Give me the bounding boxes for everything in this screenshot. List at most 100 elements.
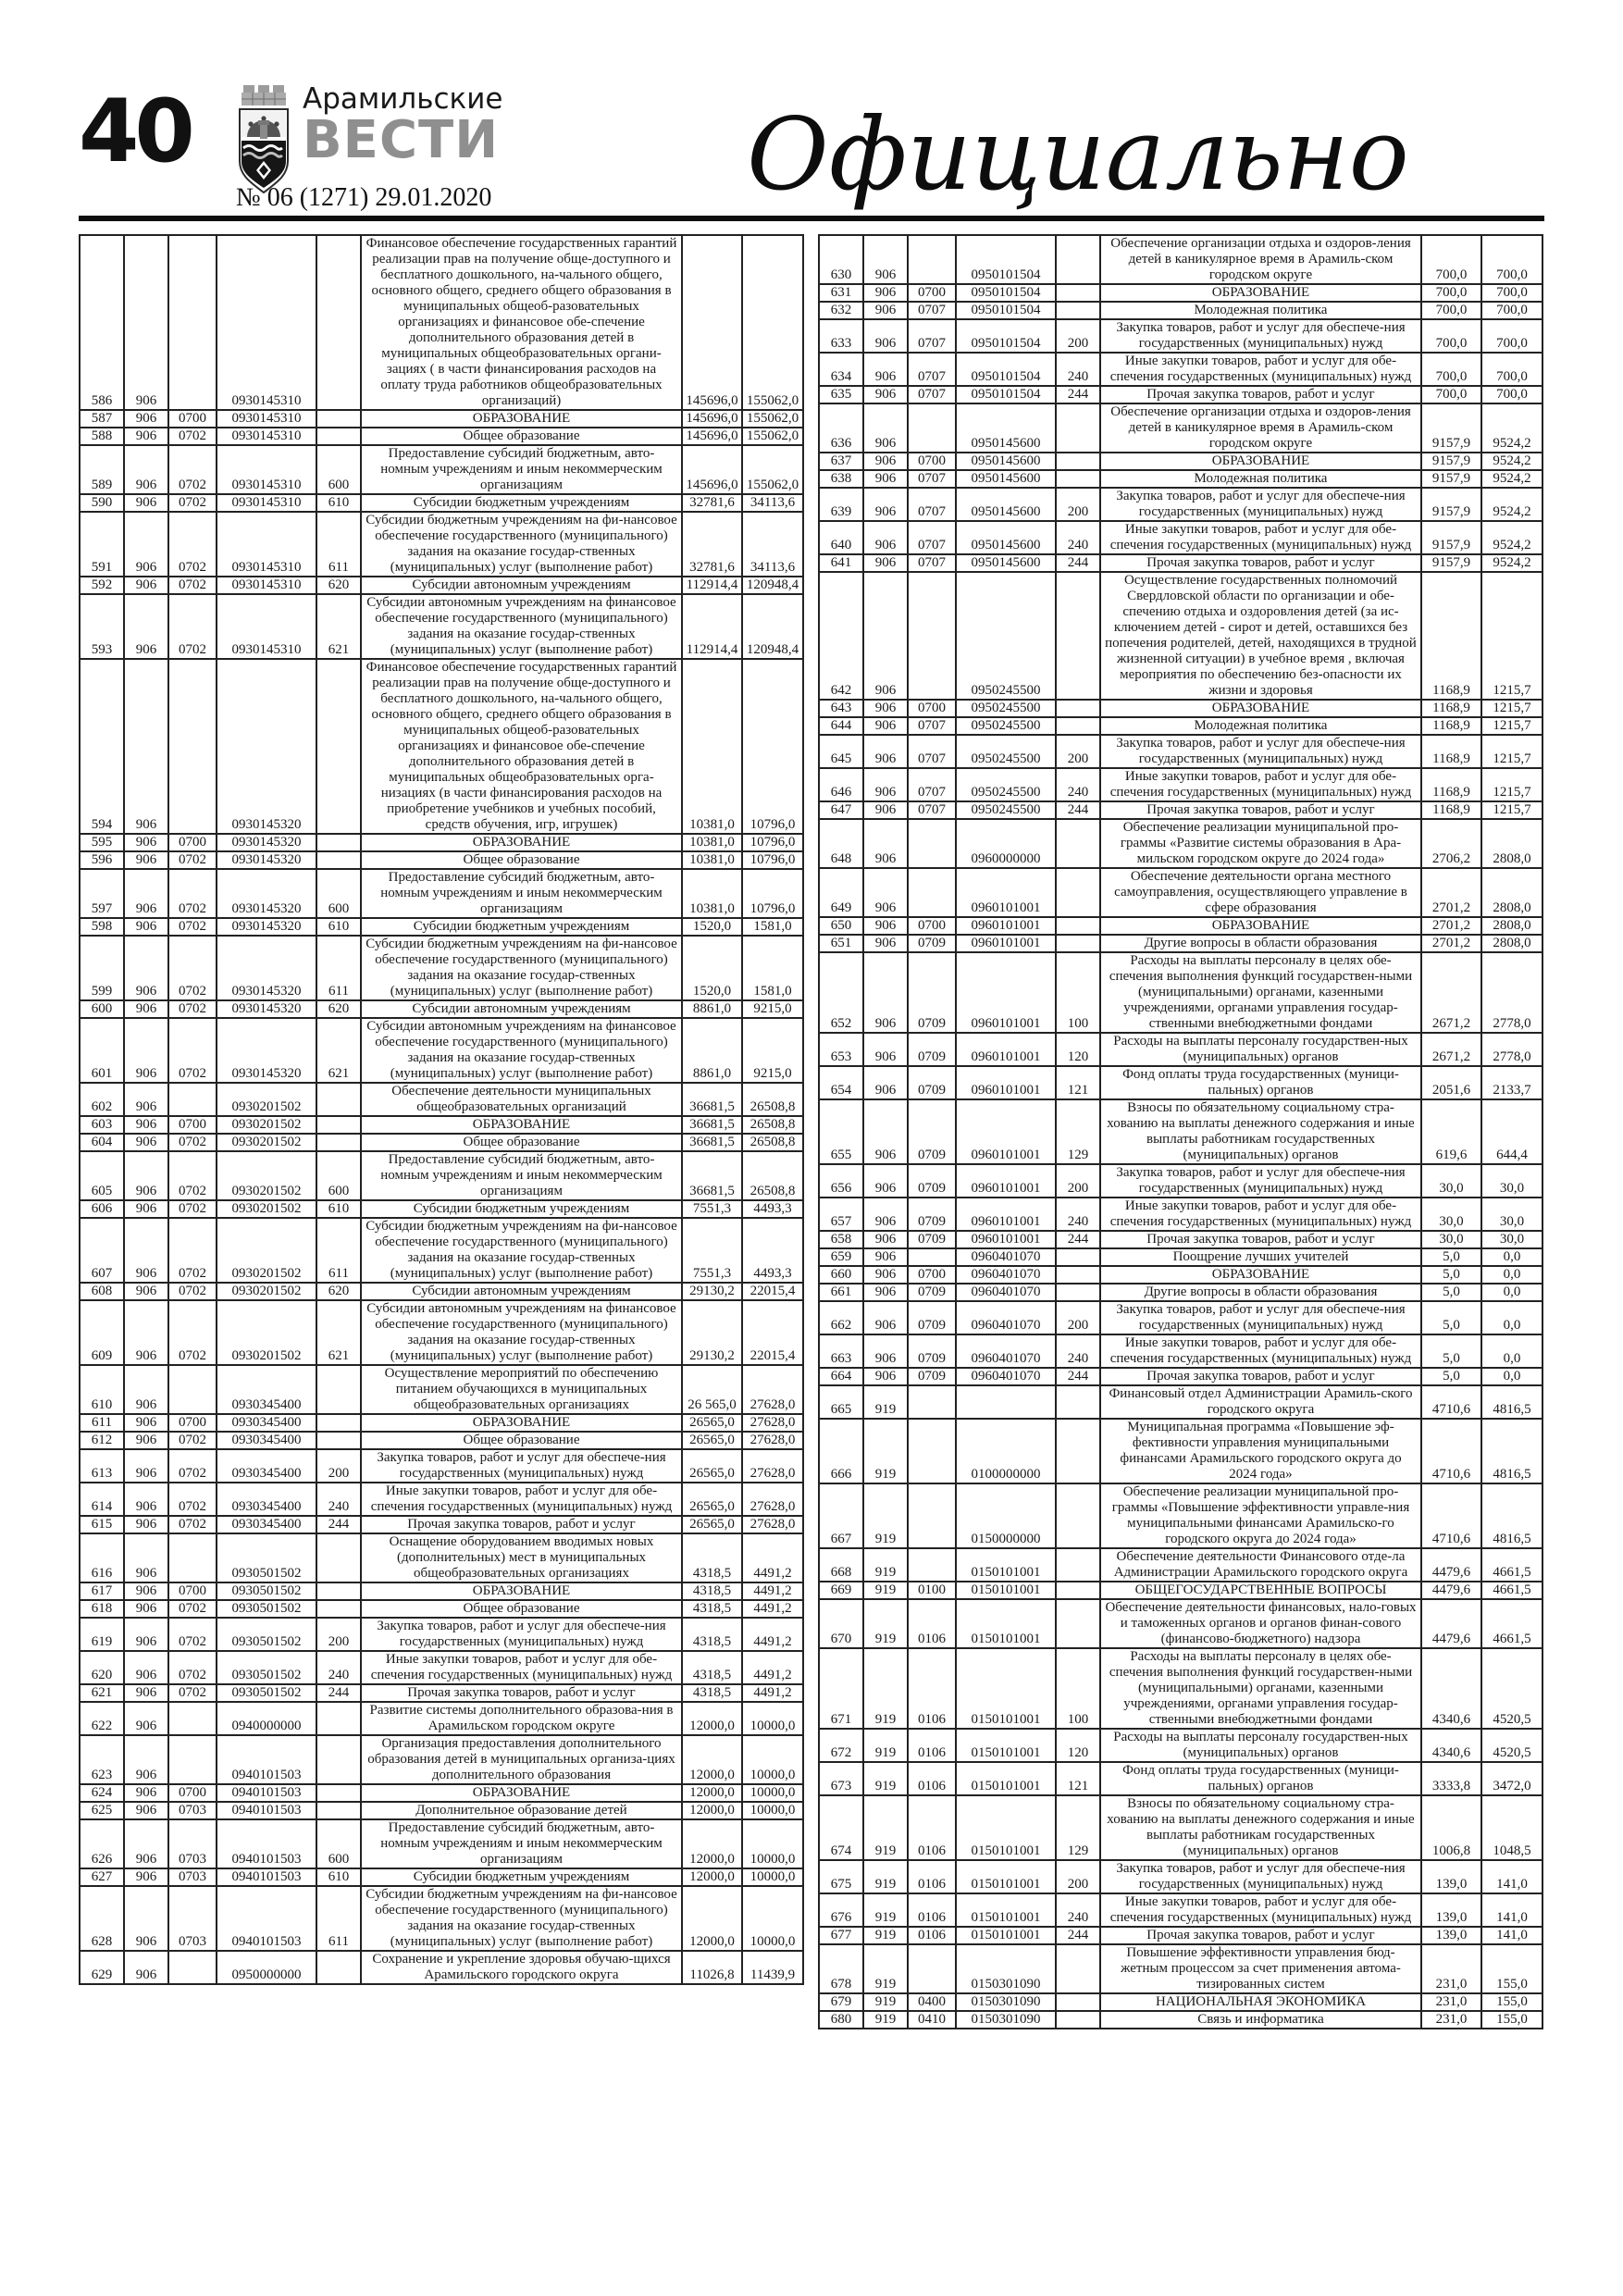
line-number-cell: 625 bbox=[79, 1801, 125, 1820]
line-number-cell: 670 bbox=[818, 1598, 864, 1649]
expense-type-cell: 621 bbox=[316, 1299, 362, 1366]
expense-type-cell: 244 bbox=[316, 1515, 362, 1534]
name-cell: Субсидии бюджетным учреждениям на фи-нан… bbox=[360, 1885, 683, 1952]
target-article-cell: 0950145600 bbox=[955, 553, 1057, 573]
adm-code-cell: 906 bbox=[123, 1431, 169, 1450]
expense-type-cell: 129 bbox=[1055, 1098, 1101, 1165]
amount-col2-cell: 26508,8 bbox=[741, 1115, 804, 1135]
expense-type-cell: 611 bbox=[316, 1885, 362, 1952]
section-code-cell: 0700 bbox=[167, 1413, 217, 1433]
amount-col2-cell: 700,0 bbox=[1481, 283, 1543, 303]
amount-col1-cell: 700,0 bbox=[1420, 385, 1482, 404]
name-cell: Иные закупки товаров, работ и услуг для … bbox=[1099, 1893, 1422, 1928]
table-row: 647 906 0707 0950245500 244 Прочая закупка то… bbox=[818, 800, 1543, 820]
amount-col2-cell: 10000,0 bbox=[741, 1783, 804, 1803]
amount-col2-cell: 0,0 bbox=[1481, 1300, 1543, 1335]
amount-col2-cell: 27628,0 bbox=[741, 1413, 804, 1433]
line-number-cell: 597 bbox=[79, 868, 125, 919]
expense-type-cell bbox=[1055, 1265, 1101, 1285]
table-row: 593 906 0702 0930145310 621 Субсидии автономн… bbox=[79, 593, 804, 660]
amount-col1-cell: 29130,2 bbox=[681, 1282, 743, 1301]
amount-col2-cell: 10000,0 bbox=[741, 1885, 804, 1952]
target-article-cell: 0930345400 bbox=[216, 1413, 317, 1433]
amount-col2-cell: 22015,4 bbox=[741, 1282, 804, 1301]
line-number-cell: 660 bbox=[818, 1265, 864, 1285]
target-article-cell: 0930201502 bbox=[216, 1133, 317, 1152]
adm-code-cell: 906 bbox=[123, 1701, 169, 1736]
amount-col1-cell: 145696,0 bbox=[681, 427, 743, 446]
name-cell: Субсидии бюджетным учреждениям bbox=[360, 1199, 683, 1219]
table-row: 668 919 0150101001 Обеспечение деятельности… bbox=[818, 1547, 1543, 1582]
line-number-cell: 613 bbox=[79, 1448, 125, 1483]
name-cell: Другие вопросы в области образования bbox=[1099, 1283, 1422, 1302]
name-cell: Сохранение и укрепление здоровья обучаю-… bbox=[360, 1950, 683, 1985]
amount-col2-cell: 2133,7 bbox=[1481, 1065, 1543, 1100]
name-cell: Обеспечение деятельности финансовых, нал… bbox=[1099, 1598, 1422, 1649]
amount-col2-cell: 2778,0 bbox=[1481, 1032, 1543, 1067]
section-code-cell bbox=[907, 1247, 957, 1267]
expense-type-cell: 100 bbox=[1055, 1647, 1101, 1730]
name-cell: Фонд оплаты труда государственных (муниц… bbox=[1099, 1761, 1422, 1796]
amount-col1-cell: 5,0 bbox=[1420, 1265, 1482, 1285]
table-row: 652 906 0709 0960101001 100 Расходы на выплат… bbox=[818, 951, 1543, 1034]
table-row: 600 906 0702 0930145320 620 Субсидии автономн… bbox=[79, 999, 804, 1019]
table-row: 620 906 0702 0930501502 240 Иные закупки това… bbox=[79, 1650, 804, 1685]
section-code-cell: 0700 bbox=[907, 1265, 957, 1285]
target-article-cell: 0930501502 bbox=[216, 1683, 317, 1703]
table-row: 612 906 0702 0930345400 Общее образование 265… bbox=[79, 1431, 804, 1450]
adm-code-cell: 906 bbox=[862, 800, 909, 820]
line-number-cell: 621 bbox=[79, 1683, 125, 1703]
name-cell: Молодежная политика bbox=[1099, 716, 1422, 736]
newspaper-title-bottom: ВЕСТИ bbox=[303, 110, 500, 170]
expense-type-cell bbox=[1055, 934, 1101, 953]
amount-col1-cell: 1520,0 bbox=[681, 917, 743, 937]
city-crest-icon bbox=[239, 85, 289, 194]
name-cell: Молодежная политика bbox=[1099, 469, 1422, 489]
line-number-cell: 619 bbox=[79, 1617, 125, 1652]
amount-col1-cell: 7551,3 bbox=[681, 1199, 743, 1219]
adm-code-cell: 906 bbox=[123, 935, 169, 1001]
line-number-cell: 587 bbox=[79, 409, 125, 428]
target-article-cell: 0930145320 bbox=[216, 1017, 317, 1084]
table-row: 650 906 0700 0960101001 ОБРАЗОВАНИЕ 2701,2 280… bbox=[818, 916, 1543, 936]
table-row: 617 906 0700 0930501502 ОБРАЗОВАНИЕ 4318,5 449… bbox=[79, 1582, 804, 1601]
line-number-cell: 603 bbox=[79, 1115, 125, 1135]
name-cell: Общее образование bbox=[360, 850, 683, 870]
name-cell: ОБЩЕГОСУДАРСТВЕННЫЕ ВОПРОСЫ bbox=[1099, 1581, 1422, 1600]
name-cell: Субсидии автономным учреждениям bbox=[360, 576, 683, 595]
amount-col1-cell: 11026,8 bbox=[681, 1950, 743, 1985]
amount-col1-cell: 10381,0 bbox=[681, 658, 743, 835]
amount-col2-cell: 4520,5 bbox=[1481, 1647, 1543, 1730]
section-code-cell: 0700 bbox=[907, 916, 957, 936]
expense-type-cell: 240 bbox=[1055, 352, 1101, 387]
expense-type-cell: 240 bbox=[1055, 1893, 1101, 1928]
adm-code-cell: 906 bbox=[862, 1334, 909, 1369]
name-cell: Финансовое обеспечение государственных г… bbox=[360, 234, 683, 411]
name-cell: ОБРАЗОВАНИЕ bbox=[360, 833, 683, 852]
amount-col1-cell: 9157,9 bbox=[1420, 487, 1482, 522]
target-article-cell: 0940101503 bbox=[216, 1868, 317, 1887]
target-article-cell: 0150101001 bbox=[955, 1581, 1057, 1600]
table-row: 678 919 0150301090 Повышение эффективности … bbox=[818, 1943, 1543, 1994]
section-code-cell: 0700 bbox=[907, 699, 957, 718]
expense-type-cell: 200 bbox=[316, 1617, 362, 1652]
expense-type-cell bbox=[316, 1115, 362, 1135]
amount-col1-cell: 36681,5 bbox=[681, 1133, 743, 1152]
target-article-cell: 0960101001 bbox=[955, 951, 1057, 1034]
line-number-cell: 661 bbox=[818, 1283, 864, 1302]
target-article-cell: 0150301090 bbox=[955, 1992, 1057, 2012]
expense-type-cell bbox=[316, 409, 362, 428]
expense-type-cell bbox=[1055, 1483, 1101, 1549]
amount-col2-cell: 141,0 bbox=[1481, 1893, 1543, 1928]
expense-type-cell bbox=[316, 427, 362, 446]
amount-col1-cell: 12000,0 bbox=[681, 1885, 743, 1952]
amount-col1-cell: 26565,0 bbox=[681, 1431, 743, 1450]
amount-col1-cell: 12000,0 bbox=[681, 1818, 743, 1869]
table-row: 634 906 0707 0950101504 240 Иные закупки това… bbox=[818, 352, 1543, 387]
table-row: 619 906 0702 0930501502 200 Закупка товаров, … bbox=[79, 1617, 804, 1652]
target-article-cell: 0150101001 bbox=[955, 1926, 1057, 1945]
expense-type-cell bbox=[1055, 1943, 1101, 1994]
amount-col1-cell: 9157,9 bbox=[1420, 520, 1482, 555]
expense-type-cell: 200 bbox=[1055, 734, 1101, 769]
adm-code-cell: 906 bbox=[862, 1367, 909, 1386]
